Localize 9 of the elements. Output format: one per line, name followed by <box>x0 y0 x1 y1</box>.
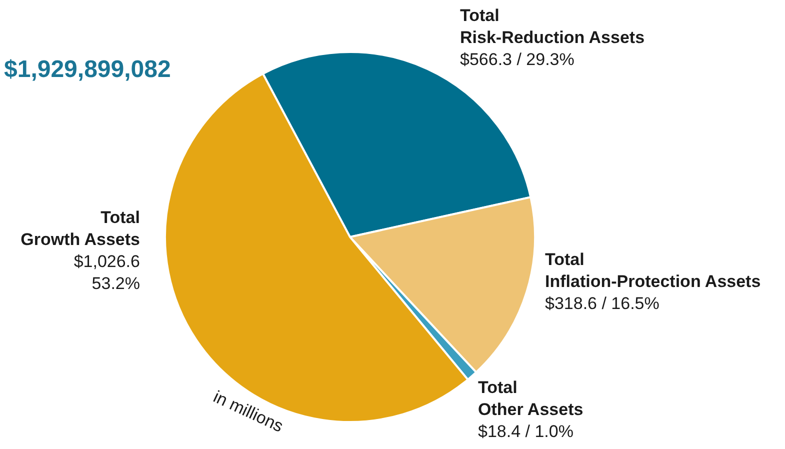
slice-label: Total Inflation-Protection Assets <box>545 250 761 291</box>
slice-label: Total Other Assets <box>478 378 584 419</box>
data-label: $566.3 / 29.3% <box>460 50 574 69</box>
slice-label: Total Growth Assets <box>20 208 140 249</box>
text: $1,929,899,082 <box>4 56 171 83</box>
slice-label: Total Risk-Reduction Assets <box>460 6 645 47</box>
data-label: $18.4 / 1.0% <box>478 422 574 441</box>
data-label: $1,026.6 53.2% <box>74 252 140 293</box>
data-label: $318.6 / 16.5% <box>545 294 660 313</box>
